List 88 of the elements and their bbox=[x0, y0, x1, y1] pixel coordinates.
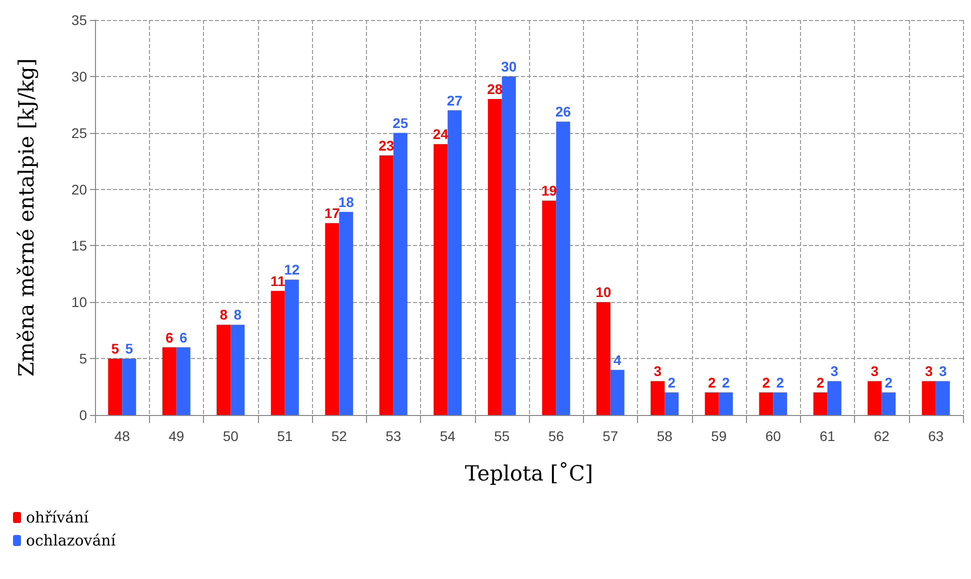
bar bbox=[596, 302, 610, 415]
bar bbox=[108, 358, 122, 415]
data-label: 2 bbox=[708, 374, 716, 390]
data-label: 4 bbox=[613, 352, 622, 368]
data-label: 6 bbox=[165, 329, 174, 346]
data-label: 3 bbox=[830, 363, 838, 380]
y-tick-label: 35 bbox=[71, 12, 88, 28]
data-label: 2 bbox=[816, 374, 824, 390]
legend-label: ohřívání bbox=[26, 508, 89, 526]
bar bbox=[718, 392, 733, 415]
bar bbox=[650, 381, 665, 415]
data-label: 12 bbox=[284, 262, 300, 278]
bar bbox=[448, 110, 462, 415]
data-label: 25 bbox=[392, 114, 408, 131]
data-label: 3 bbox=[870, 363, 879, 380]
bar bbox=[488, 99, 502, 415]
bar bbox=[434, 144, 448, 415]
x-tick-label: 60 bbox=[765, 428, 782, 444]
y-tick-label: 15 bbox=[71, 238, 88, 254]
x-tick-label: 56 bbox=[548, 428, 564, 444]
x-tick-label: 61 bbox=[820, 428, 836, 444]
bar bbox=[325, 223, 340, 415]
bar bbox=[936, 381, 950, 415]
data-label: 2 bbox=[884, 374, 893, 390]
y-tick-label: 20 bbox=[71, 181, 88, 198]
data-label: 27 bbox=[446, 92, 463, 108]
data-label: 5 bbox=[125, 340, 134, 357]
x-tick-label: 50 bbox=[222, 428, 239, 444]
x-tick-label: 52 bbox=[331, 428, 348, 444]
data-label: 18 bbox=[338, 194, 354, 210]
y-tick-label: 30 bbox=[71, 68, 88, 84]
bar bbox=[284, 280, 299, 415]
bar bbox=[827, 381, 842, 415]
data-label: 11 bbox=[270, 272, 286, 289]
data-label: 3 bbox=[924, 363, 933, 380]
bar bbox=[502, 76, 516, 415]
y-tick-label: 0 bbox=[79, 407, 88, 423]
bar bbox=[393, 132, 408, 415]
data-label: 26 bbox=[555, 104, 572, 120]
data-label: 30 bbox=[501, 58, 517, 74]
x-tick-label: 53 bbox=[386, 428, 402, 444]
bar bbox=[216, 324, 231, 415]
data-label: 2 bbox=[776, 374, 784, 390]
bar bbox=[664, 392, 679, 415]
x-tick-label: 54 bbox=[440, 428, 456, 444]
data-label: 8 bbox=[234, 306, 242, 323]
bar bbox=[813, 392, 828, 415]
bar bbox=[339, 212, 354, 415]
legend-label: ochlazování bbox=[26, 532, 116, 550]
x-tick-label: 58 bbox=[656, 428, 673, 444]
data-label: 10 bbox=[596, 284, 612, 300]
bar bbox=[162, 347, 176, 415]
bar bbox=[610, 370, 624, 415]
data-label: 2 bbox=[762, 374, 770, 390]
bar bbox=[122, 358, 136, 415]
x-tick-label: 55 bbox=[494, 428, 510, 444]
x-tick-label: 63 bbox=[928, 428, 944, 444]
data-label: 17 bbox=[324, 205, 340, 222]
bar bbox=[556, 122, 570, 415]
x-tick-label: 57 bbox=[602, 428, 618, 444]
y-tick-label: 25 bbox=[71, 124, 88, 141]
data-label: 5 bbox=[111, 340, 120, 357]
data-label: 2 bbox=[668, 374, 676, 390]
data-label: 3 bbox=[654, 363, 662, 380]
x-tick-label: 59 bbox=[711, 428, 727, 444]
bar bbox=[270, 290, 285, 415]
x-axis-title: Teplota [˚C] bbox=[464, 462, 594, 486]
data-label: 3 bbox=[938, 363, 947, 380]
x-tick-label: 49 bbox=[168, 428, 184, 444]
x-tick-label: 62 bbox=[874, 428, 890, 444]
bar bbox=[882, 392, 896, 415]
bar bbox=[542, 200, 556, 415]
bar bbox=[379, 155, 394, 415]
bar bbox=[773, 392, 788, 415]
y-tick-label: 10 bbox=[71, 294, 88, 310]
bar bbox=[922, 381, 936, 415]
data-label: 2 bbox=[722, 374, 730, 390]
x-tick-label: 51 bbox=[277, 428, 293, 444]
data-label: 8 bbox=[220, 306, 228, 323]
bar bbox=[230, 324, 245, 415]
bar bbox=[868, 381, 882, 415]
x-tick-label: 48 bbox=[114, 428, 130, 444]
bar bbox=[176, 347, 190, 415]
y-axis-title: Změna měrné entalpie [kJ/kg] bbox=[14, 58, 38, 377]
bar bbox=[759, 392, 774, 415]
data-label: 6 bbox=[179, 329, 188, 346]
bar bbox=[704, 392, 719, 415]
y-tick-label: 5 bbox=[79, 350, 88, 367]
